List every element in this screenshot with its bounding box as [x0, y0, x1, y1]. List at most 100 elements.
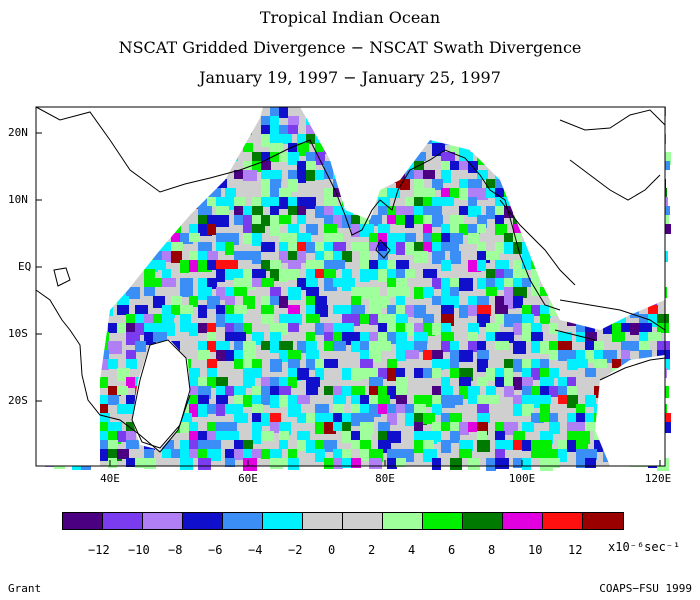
field-cell: [153, 260, 166, 270]
field-cell: [576, 404, 585, 417]
field-cell: [495, 377, 504, 387]
lon-label-100e: 100E: [508, 472, 536, 485]
field-cell: [513, 260, 522, 271]
field-cell: [126, 350, 136, 361]
field-cell: [324, 242, 334, 251]
field-cell: [126, 287, 140, 299]
field-cell: [270, 323, 284, 333]
field-cell: [450, 296, 459, 308]
field-cell: [522, 422, 534, 432]
field-cell: [108, 386, 121, 396]
field-cell: [486, 179, 497, 192]
field-cell: [405, 404, 417, 415]
field-cell: [378, 386, 392, 395]
field-cell: [324, 188, 337, 198]
field-cell: [108, 395, 119, 405]
field-cell: [342, 449, 351, 460]
field-cell: [333, 305, 343, 314]
field-cell: [171, 296, 182, 309]
field-cell: [216, 269, 225, 282]
field-cell: [333, 206, 347, 216]
field-cell: [450, 350, 461, 361]
field-cell: [558, 350, 570, 361]
field-cell: [540, 404, 550, 415]
field-cell: [261, 161, 271, 174]
field-cell: [108, 422, 122, 431]
field-cell: [315, 323, 326, 335]
field-cell: [495, 341, 509, 350]
field-cell: [180, 260, 189, 273]
field-cell: [378, 260, 391, 271]
field-cell: [522, 440, 536, 451]
field-cell: [279, 134, 292, 144]
field-cell: [234, 386, 246, 395]
field-cell: [207, 377, 216, 388]
field-cell: [387, 215, 401, 224]
field-cell: [243, 269, 253, 278]
field-cell: [225, 269, 235, 280]
field-cell: [486, 395, 499, 404]
field-cell: [405, 350, 419, 359]
field-cell: [315, 242, 329, 252]
field-cell: [252, 386, 261, 395]
field-cell: [252, 368, 262, 378]
field-cell: [162, 242, 176, 251]
field-cell: [99, 431, 109, 442]
field-cell: [306, 341, 317, 351]
field-cell: [441, 296, 454, 307]
field-cell: [216, 206, 229, 217]
lat-label-10s: 10S: [8, 327, 28, 340]
field-cell: [243, 359, 253, 370]
field-cell: [522, 332, 533, 342]
field-cell: [477, 260, 486, 271]
field-cell: [414, 215, 426, 224]
credit-institution: COAPS−FSU 1999: [599, 582, 692, 595]
field-cell: [351, 404, 363, 415]
field-cell: [351, 431, 362, 443]
field-cell: [396, 179, 410, 190]
field-cell: [585, 395, 596, 407]
field-cell: [387, 206, 398, 216]
field-cell: [270, 395, 280, 408]
field-cell: [270, 134, 280, 146]
field-cell: [324, 458, 334, 469]
field-cell: [306, 161, 316, 170]
field-cell: [99, 404, 108, 414]
axis-ticks: [36, 132, 661, 466]
field-cell: [261, 305, 274, 316]
field-cell: [126, 395, 137, 405]
field-cell: [495, 242, 505, 253]
field-cell: [513, 404, 523, 416]
field-cell: [450, 341, 459, 353]
field-cell: [324, 170, 334, 179]
field-cell: [333, 422, 343, 431]
field-cell: [198, 350, 210, 360]
field-cell: [378, 233, 388, 246]
field-cell: [189, 233, 200, 242]
field-cell: [234, 413, 248, 423]
field-cell: [414, 161, 424, 173]
field-cell: [279, 431, 289, 440]
field-cell: [315, 449, 325, 462]
lon-label-40e: 40E: [100, 472, 120, 485]
field-cell: [648, 332, 661, 341]
field-cell: [414, 341, 427, 352]
field-cell: [369, 242, 381, 251]
colorbar-cell: [503, 513, 543, 529]
field-cell: [405, 206, 418, 216]
field-cell: [450, 431, 460, 443]
field-cell: [522, 395, 535, 405]
title-line-2: NSCAT Gridded Divergence − NSCAT Swath D…: [118, 38, 582, 57]
field-cell: [288, 152, 299, 165]
field-cell: [225, 458, 235, 467]
field-cell: [432, 422, 441, 433]
lon-label-80e: 80E: [375, 472, 395, 485]
field-cell: [324, 359, 338, 368]
field-cell: [540, 413, 551, 422]
field-cell: [279, 314, 289, 324]
field-cell: [333, 323, 344, 336]
field-cell: [261, 125, 273, 135]
field-cell: [180, 233, 193, 244]
field-cell: [378, 404, 392, 414]
field-cell: [621, 350, 630, 361]
